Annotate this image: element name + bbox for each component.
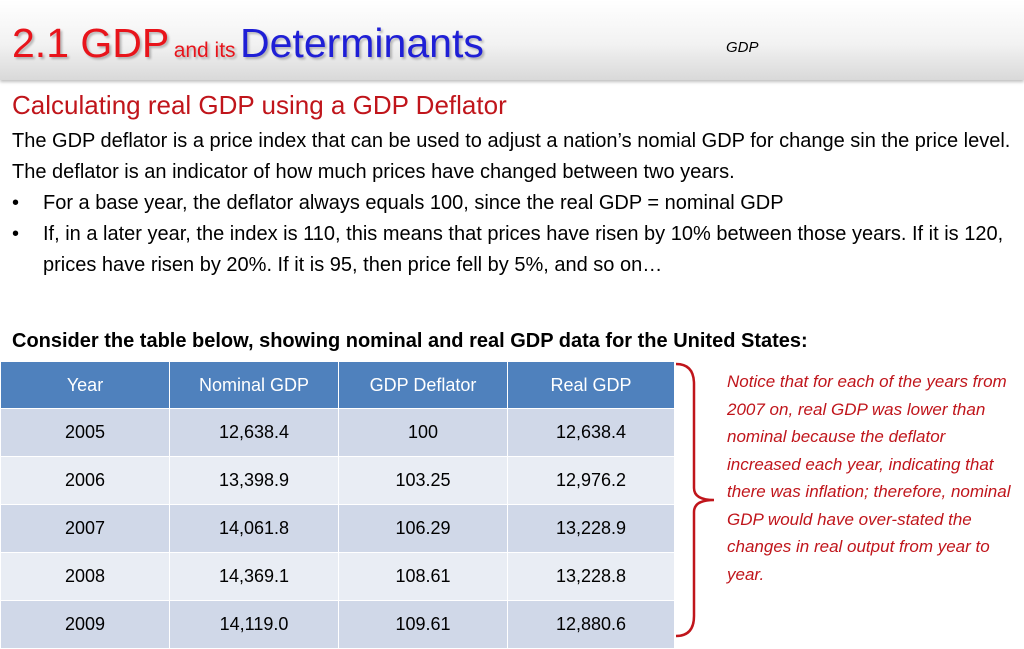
title-connector: and its xyxy=(173,39,236,62)
table-cell: 12,638.4 xyxy=(169,408,339,457)
column-header-gdp-deflator: GDP Deflator xyxy=(338,361,508,409)
table-cell: 2006 xyxy=(0,456,170,505)
table-cell: 2009 xyxy=(0,600,170,649)
table-cell: 100 xyxy=(338,408,508,457)
table-cell: 13,228.8 xyxy=(507,552,675,601)
table-row: 2005 12,638.4 100 12,638.4 xyxy=(0,408,675,457)
table-cell: 106.29 xyxy=(338,504,508,553)
bullet-icon: • xyxy=(12,192,20,214)
table-cell: 13,398.9 xyxy=(169,456,339,505)
title-main: 2.1 GDP xyxy=(12,20,170,66)
intro-paragraph: The GDP deflator is a price index that c… xyxy=(12,130,1011,183)
table-row: 2009 14,119.0 109.61 12,880.6 xyxy=(0,600,675,649)
column-header-year: Year xyxy=(0,361,170,409)
table-cell: 108.61 xyxy=(338,552,508,601)
table-cell: 14,119.0 xyxy=(169,600,339,649)
table-cell: 13,228.9 xyxy=(507,504,675,553)
bullet-item: • For a base year, the deflator always e… xyxy=(12,188,1016,219)
section-subtitle: Calculating real GDP using a GDP Deflato… xyxy=(12,90,507,120)
bullet-item: • If, in a later year, the index is 110,… xyxy=(12,219,1016,281)
slide-header: 2.1 GDP and its Determinants GDP xyxy=(0,0,1024,80)
table-cell: 2008 xyxy=(0,552,170,601)
table-cell: 2007 xyxy=(0,504,170,553)
table-cell: 12,880.6 xyxy=(507,600,675,649)
bullet-list: • For a base year, the deflator always e… xyxy=(12,188,1016,281)
bullet-icon: • xyxy=(12,223,20,245)
bullet-text: For a base year, the deflator always equ… xyxy=(43,192,784,214)
column-header-nominal-gdp: Nominal GDP xyxy=(169,361,339,409)
gdp-table: Year Nominal GDP GDP Deflator Real GDP 2… xyxy=(0,361,675,649)
table-cell: 12,976.2 xyxy=(507,456,675,505)
table-cell: 12,638.4 xyxy=(507,408,675,457)
table-cell: 109.61 xyxy=(338,600,508,649)
table-row: 2008 14,369.1 108.61 13,228.8 xyxy=(0,552,675,601)
column-header-real-gdp: Real GDP xyxy=(507,361,675,409)
section-body: The GDP deflator is a price index that c… xyxy=(12,126,1016,281)
table-cell: 14,061.8 xyxy=(169,504,339,553)
table-header-row: Year Nominal GDP GDP Deflator Real GDP xyxy=(0,361,675,409)
topic-tag: GDP xyxy=(726,39,759,56)
bullet-text: If, in a later year, the index is 110, t… xyxy=(43,223,1004,276)
curly-brace-icon xyxy=(675,362,715,638)
title-highlight: Determinants xyxy=(240,20,484,66)
table-row: 2006 13,398.9 103.25 12,976.2 xyxy=(0,456,675,505)
table-intro: Consider the table below, showing nomina… xyxy=(12,330,808,352)
slide-title: 2.1 GDP and its Determinants xyxy=(12,20,484,67)
table-cell: 2005 xyxy=(0,408,170,457)
table-cell: 14,369.1 xyxy=(169,552,339,601)
annotation-note: Notice that for each of the years from 2… xyxy=(727,372,1011,584)
table-cell: 103.25 xyxy=(338,456,508,505)
table-row: 2007 14,061.8 106.29 13,228.9 xyxy=(0,504,675,553)
